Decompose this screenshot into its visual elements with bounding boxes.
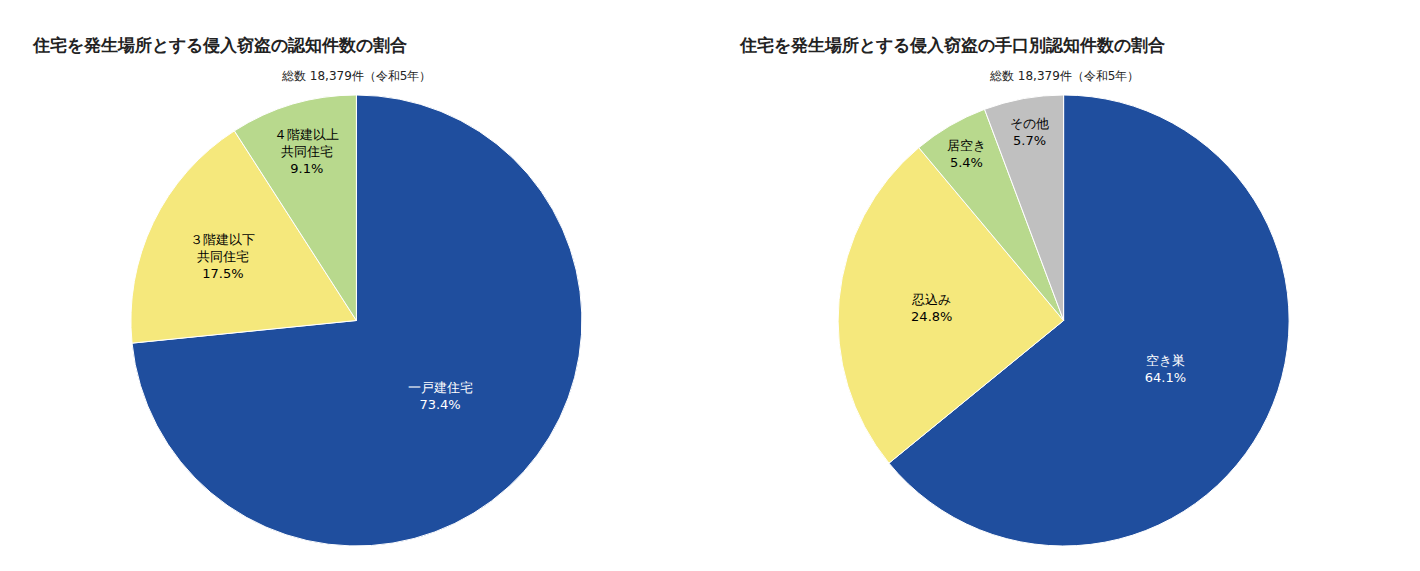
- svg-text:３階建以下共同住宅17.5%: ３階建以下共同住宅17.5%: [190, 232, 255, 281]
- svg-text:４階建以上共同住宅9.1%: ４階建以上共同住宅9.1%: [274, 127, 339, 176]
- svg-text:空き巣64.1%: 空き巣64.1%: [1145, 353, 1186, 385]
- svg-text:居空き5.4%: 居空き5.4%: [947, 138, 986, 170]
- svg-text:総数 18,379件（令和5年）: 総数 18,379件（令和5年）: [281, 69, 431, 83]
- svg-text:忍込み24.8%: 忍込み24.8%: [911, 292, 952, 324]
- svg-text:住宅を発生場所とする侵入窃盗の手口別認知件数の割合: 住宅を発生場所とする侵入窃盗の手口別認知件数の割合: [739, 35, 1165, 55]
- svg-text:その他5.7%: その他5.7%: [1010, 116, 1049, 148]
- svg-text:住宅を発生場所とする侵入窃盗の認知件数の割合: 住宅を発生場所とする侵入窃盗の認知件数の割合: [32, 35, 407, 55]
- svg-text:総数 18,379件（令和5年）: 総数 18,379件（令和5年）: [989, 69, 1139, 83]
- svg-text:一戸建住宅73.4%: 一戸建住宅73.4%: [408, 380, 473, 412]
